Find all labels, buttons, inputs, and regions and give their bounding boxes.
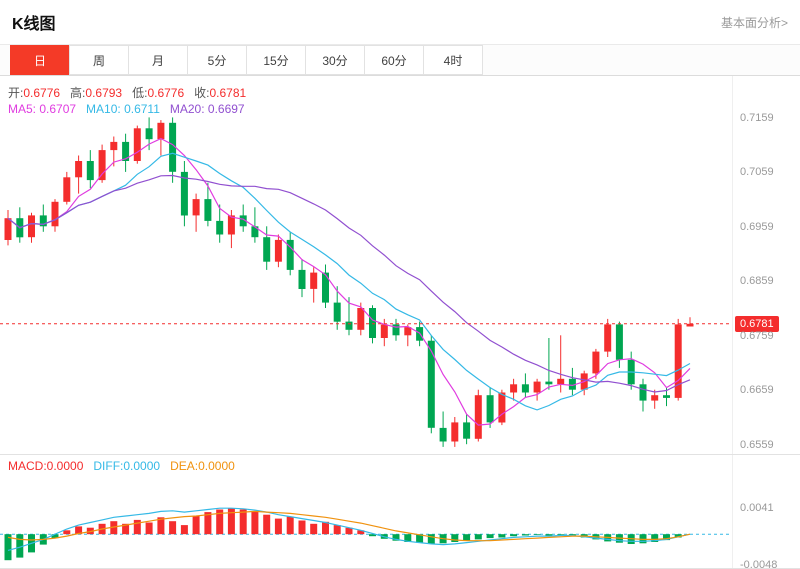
ma5-label: MA5: (8, 102, 40, 116)
y-axis-label: 0.6859 (740, 275, 774, 288)
high-item: 高:0.6793 (70, 84, 122, 101)
ma5-item: MA5: 0.6707 (8, 102, 76, 116)
tab-5min[interactable]: 5分 (187, 45, 247, 75)
macd-value: 0.0000 (46, 459, 84, 473)
tab-15min[interactable]: 15分 (246, 45, 306, 75)
open-value: 0.6776 (23, 86, 61, 100)
y-axis-label: 0.6559 (740, 438, 774, 451)
ma10-label: MA10: (86, 102, 125, 116)
open-item: 开:0.6776 (8, 84, 60, 101)
fundamental-analysis-link[interactable]: 基本面分析> (720, 15, 788, 30)
dea-item: DEA:0.0000 (170, 459, 235, 473)
ma10-value: 0.6711 (124, 102, 160, 116)
dea-label: DEA: (170, 459, 199, 473)
page-title: K线图 (12, 16, 56, 33)
dea-value: 0.0000 (198, 459, 235, 473)
y-axis-label: 0.6959 (740, 220, 774, 233)
diff-value: 0.0000 (123, 459, 161, 473)
high-value: 0.6793 (85, 86, 123, 100)
diff-item: DIFF:0.0000 (93, 459, 160, 473)
close-value: 0.6781 (209, 86, 247, 100)
y-axis-label: 0.6659 (740, 384, 774, 397)
diff-label: DIFF: (93, 459, 124, 473)
macd-label: MACD: (8, 459, 47, 473)
ma20-item: MA20: 0.6697 (170, 102, 245, 116)
macd-item: MACD:0.0000 (8, 459, 83, 473)
macd-panel: MACD:0.0000 DIFF:0.0000 DEA:0.0000 0.004… (0, 454, 800, 569)
close-label: 收: (194, 86, 210, 100)
header: K线图 基本面分析> (0, 0, 800, 44)
low-label: 低: (132, 86, 148, 100)
tab-week[interactable]: 周 (69, 45, 129, 75)
macd-chart-svg[interactable] (0, 475, 732, 568)
open-label: 开: (8, 86, 24, 100)
ma10-item: MA10: 0.6711 (86, 102, 160, 116)
main-chart-panel: 开:0.6776 高:0.6793 低:0.6776 收:0.6781 MA5:… (0, 76, 800, 454)
high-label: 高: (70, 86, 86, 100)
y-axis-label: 0.7159 (740, 111, 774, 124)
tab-30min[interactable]: 30分 (305, 45, 365, 75)
current-price-tag: 0.6781 (735, 315, 779, 332)
ma-info-row: MA5: 0.6707 MA10: 0.6711 MA20: 0.6697 (8, 102, 245, 116)
ma5-value: 0.6707 (39, 102, 77, 116)
tab-4hour[interactable]: 4时 (423, 45, 483, 75)
tab-bar: 日周月 5分 15分 30分 60分 4时 (0, 44, 800, 76)
y-axis-label: -0.0048 (740, 559, 778, 569)
tab-60min[interactable]: 60分 (364, 45, 424, 75)
candlestick-chart-svg[interactable] (0, 76, 732, 454)
macd-info-row: MACD:0.0000 DIFF:0.0000 DEA:0.0000 (8, 459, 235, 473)
main-y-axis: 0.6781 0.7159 0.7059 0.6959 0.6859 0.6759 0.6… (732, 76, 800, 454)
ma20-label: MA20: (169, 102, 208, 116)
low-item: 低:0.6776 (132, 84, 184, 101)
ohlc-info-row: 开:0.6776 高:0.6793 低:0.6776 收:0.6781 (8, 84, 246, 101)
tab-month[interactable]: 月 (128, 45, 188, 75)
y-axis-label: 0.7059 (740, 166, 774, 179)
low-value: 0.6776 (147, 86, 185, 100)
ma20-value: 0.6697 (207, 102, 245, 116)
tab-day[interactable]: 日 (10, 45, 70, 75)
y-axis-label: 0.6759 (740, 329, 774, 342)
close-item: 收:0.6781 (194, 84, 246, 101)
y-axis-label: 0.0041 (740, 501, 774, 514)
macd-y-axis: 0.0041 -0.0048 (732, 455, 800, 568)
